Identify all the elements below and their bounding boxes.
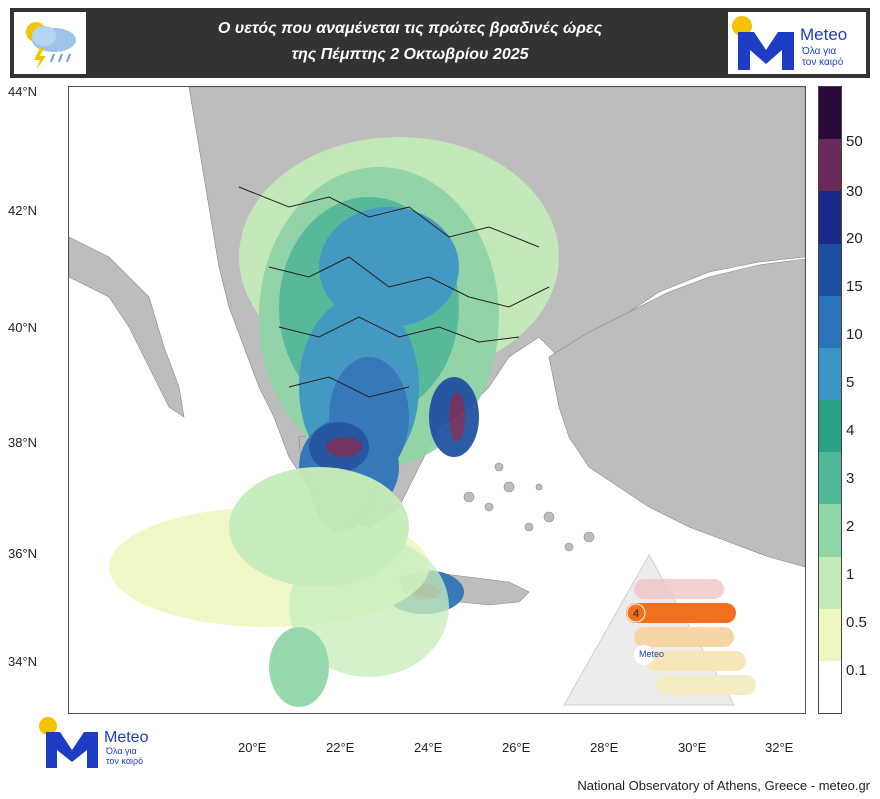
meteo-logo-header: Meteo Όλα για τον καιρό <box>728 12 866 74</box>
cbar-label-30: 30 <box>846 183 863 200</box>
page-title: Ο υετός που αναμένεται τις πρώτες βραδιν… <box>100 16 720 68</box>
lat-label-38: 38°N <box>8 435 38 450</box>
lat-label-34: 34°N <box>8 654 38 669</box>
cbar-label-20: 20 <box>846 230 863 247</box>
lat-label-36: 36°N <box>8 546 38 561</box>
borders <box>238 186 550 398</box>
cbar-label-0-1: 0.1 <box>846 662 867 679</box>
cbar-label-3: 3 <box>846 470 855 487</box>
lon-label-32: 32°E <box>765 740 794 755</box>
cbar-label-4: 4 <box>846 422 855 439</box>
logo-tagline-2: τον καιρό <box>802 56 844 68</box>
lat-label-44: 44°N <box>8 84 38 99</box>
colorbar-segment <box>819 243 841 296</box>
logo-brand: Meteo <box>800 25 847 44</box>
logo-tagline-1: Όλα για <box>801 46 836 57</box>
credit-text: National Observatory of Athens, Greece -… <box>577 778 870 793</box>
colorbar-segment <box>819 452 841 505</box>
cbar-label-50: 50 <box>846 133 863 150</box>
lon-label-28: 28°E <box>590 740 619 755</box>
title-line-2: της Πέμπτης 2 Οκτωβρίου 2025 <box>291 46 529 63</box>
lon-label-24: 24°E <box>414 740 443 755</box>
colorbar-segment <box>819 139 841 192</box>
cbar-label-10: 10 <box>846 326 863 343</box>
cbar-label-0-5: 0.5 <box>846 614 867 631</box>
colorbar-segment <box>819 660 841 714</box>
precipitation-map: 4 Meteo <box>68 86 806 714</box>
colorbar-segment <box>819 347 841 401</box>
colorbar-segment <box>819 608 841 661</box>
colorbar <box>818 86 842 714</box>
footer-logo-tagline-1: Όλα για <box>105 746 137 756</box>
cbar-label-15: 15 <box>846 278 863 295</box>
danger-logo-text: Meteo <box>639 649 664 659</box>
cbar-label-5: 5 <box>846 374 855 391</box>
danger-scale-graphic: 4 Meteo <box>563 553 756 706</box>
lon-label-22: 22°E <box>326 740 355 755</box>
lon-label-30: 30°E <box>678 740 707 755</box>
colorbar-segment <box>819 295 841 348</box>
colorbar-segment <box>819 87 841 140</box>
colorbar-segment <box>819 400 841 453</box>
danger-level-highlighted: 4 <box>633 608 639 620</box>
title-line-1: Ο υετός που αναμένεται τις πρώτες βραδιν… <box>217 20 603 37</box>
colorbar-segment <box>819 191 841 244</box>
cbar-label-2: 2 <box>846 518 855 535</box>
lon-label-26: 26°E <box>502 740 531 755</box>
footer-logo-brand: Meteo <box>104 729 149 746</box>
footer-logo-tagline-2: τον καιρό <box>106 756 143 766</box>
cbar-label-1: 1 <box>846 566 855 583</box>
storm-cloud-icon <box>14 12 86 74</box>
colorbar-segment <box>819 504 841 557</box>
lat-label-42: 42°N <box>8 203 38 218</box>
lon-label-20: 20°E <box>238 740 267 755</box>
colorbar-segment <box>819 556 841 609</box>
lat-label-40: 40°N <box>8 320 38 335</box>
header-bar: Ο υετός που αναμένεται τις πρώτες βραδιν… <box>10 8 870 78</box>
meteo-logo-footer: Meteo Όλα για τον καιρό <box>38 716 188 772</box>
precipitation-field <box>109 137 559 707</box>
